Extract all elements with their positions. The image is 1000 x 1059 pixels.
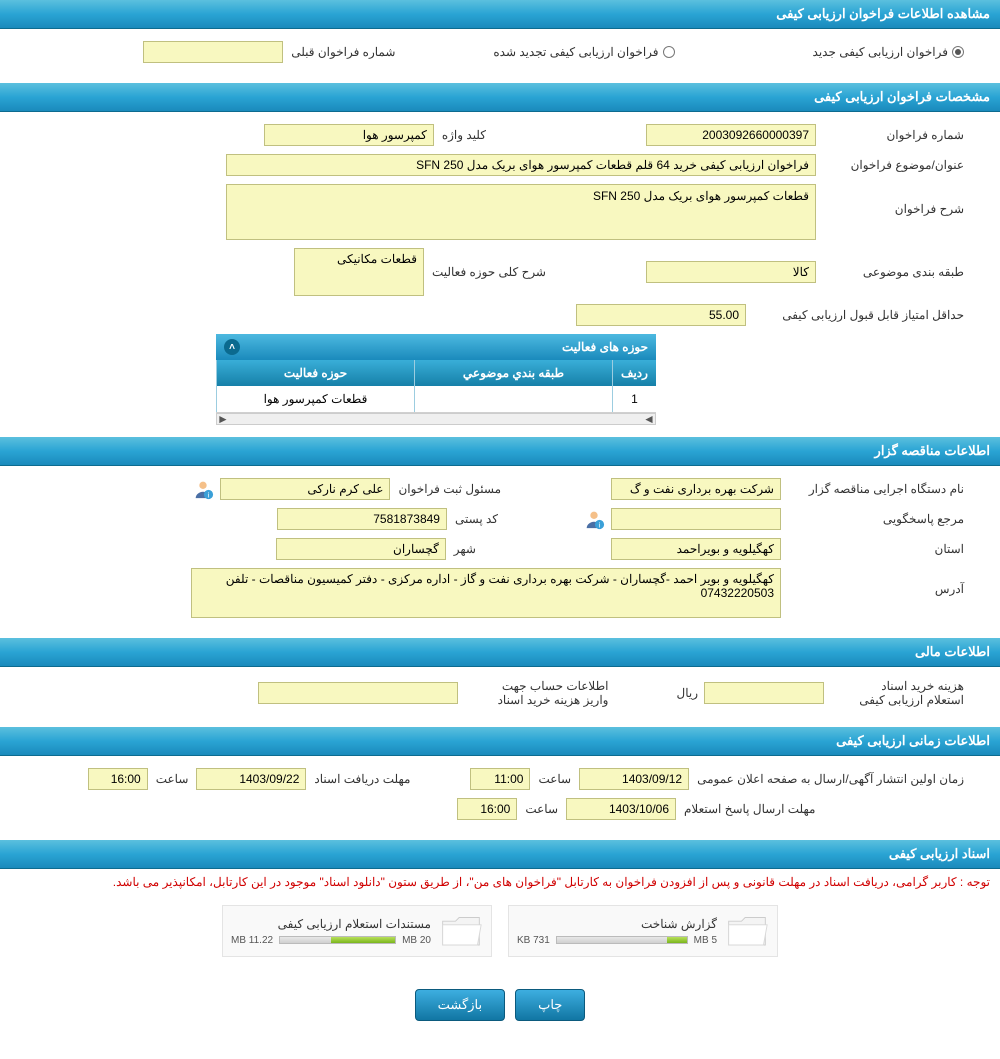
section-header-docs: اسناد ارزیابی کیفی bbox=[0, 840, 1000, 869]
label-hour-2: ساعت bbox=[156, 772, 189, 786]
value-resp bbox=[611, 508, 781, 530]
table-row: 1 قطعات کمپرسور هوا bbox=[216, 386, 656, 413]
radio-renew[interactable] bbox=[663, 46, 675, 58]
person-icon-2[interactable]: i bbox=[583, 508, 605, 530]
section-body-fin: هزینه خرید اسناد استعلام ارزیابی کیفی ری… bbox=[0, 667, 1000, 727]
value-pub-date: 1403/09/12 bbox=[579, 768, 689, 790]
label-prev-no: شماره فراخوان قبلی bbox=[291, 45, 395, 59]
value-cost bbox=[704, 682, 824, 704]
label-cost-b: استعلام ارزیابی کیفی bbox=[832, 693, 964, 707]
file-cards: گزارش شناخت 5 MB 731 KB مستندات استعلام … bbox=[0, 895, 1000, 973]
label-addr: آدرس bbox=[789, 568, 964, 596]
label-scope: شرح کلی حوزه فعالیت bbox=[432, 265, 546, 279]
file-card-2[interactable]: مستندات استعلام ارزیابی کیفی 20 MB 11.22… bbox=[222, 905, 492, 957]
label-desc: شرح فراخوان bbox=[824, 184, 964, 216]
value-province: کهگیلویه و بویراحمد bbox=[611, 538, 781, 560]
print-button[interactable]: چاپ bbox=[515, 989, 585, 1021]
note-text: توجه : کاربر گرامی، دریافت اسناد در مهلت… bbox=[0, 869, 1000, 895]
cell-scope: قطعات کمپرسور هوا bbox=[216, 386, 414, 412]
label-opt-new: فراخوان ارزیابی کیفی جدید bbox=[813, 45, 948, 59]
label-subject: عنوان/موضوع فراخوان bbox=[824, 158, 964, 172]
file1-size: 731 KB bbox=[517, 935, 550, 946]
section-header-time: اطلاعات زمانی ارزیابی کیفی bbox=[0, 727, 1000, 756]
collapse-icon[interactable]: ˄ bbox=[224, 339, 240, 355]
label-keyword: کلید واژه bbox=[442, 128, 486, 142]
section-body-time: زمان اولین انتشار آگهی/ارسال به صفحه اعل… bbox=[0, 756, 1000, 840]
col-row: ردیف bbox=[612, 360, 656, 386]
value-post: 7581873849 bbox=[277, 508, 447, 530]
value-cat: کالا bbox=[646, 261, 816, 283]
col-cat: طبقه بندي موضوعي bbox=[414, 360, 612, 386]
button-row: چاپ بازگشت bbox=[0, 973, 1000, 1047]
label-cost-a: هزینه خرید اسناد bbox=[832, 679, 964, 693]
value-keyword: کمپرسور هوا bbox=[264, 124, 434, 146]
section-header-fin: اطلاعات مالی bbox=[0, 638, 1000, 667]
value-prev-no bbox=[143, 41, 283, 63]
label-city: شهر bbox=[454, 542, 476, 556]
file1-total: 5 MB bbox=[694, 935, 717, 946]
scroll-left-icon[interactable]: ◄ bbox=[643, 412, 655, 426]
label-rial: ریال bbox=[676, 686, 698, 700]
file2-title: مستندات استعلام ارزیابی کیفی bbox=[231, 917, 431, 931]
label-hour-3: ساعت bbox=[525, 802, 558, 816]
cell-n: 1 bbox=[612, 386, 656, 412]
label-reply: مهلت ارسال پاسخ استعلام bbox=[684, 802, 964, 816]
label-org: نام دستگاه اجرایی مناقصه گزار bbox=[789, 482, 964, 496]
section-header-view: مشاهده اطلاعات فراخوان ارزیابی کیفی bbox=[0, 0, 1000, 29]
label-hour-1: ساعت bbox=[538, 772, 571, 786]
label-no: شماره فراخوان bbox=[824, 128, 964, 142]
value-reply-date: 1403/10/06 bbox=[566, 798, 676, 820]
file2-total: 20 MB bbox=[402, 935, 431, 946]
value-desc: قطعات کمپرسور هوای بریک مدل SFN 250 bbox=[226, 184, 816, 240]
label-pub: زمان اولین انتشار آگهی/ارسال به صفحه اعل… bbox=[697, 772, 964, 786]
value-minscore: 55.00 bbox=[576, 304, 746, 326]
section-header-tender: اطلاعات مناقصه گزار bbox=[0, 437, 1000, 466]
file-card-1[interactable]: گزارش شناخت 5 MB 731 KB bbox=[508, 905, 778, 957]
section-header-spec: مشخصات فراخوان ارزیابی کیفی bbox=[0, 83, 1000, 112]
person-icon[interactable]: i bbox=[192, 478, 214, 500]
radio-new[interactable] bbox=[952, 46, 964, 58]
value-reply-time: 16:00 bbox=[457, 798, 517, 820]
grid-scrollbar[interactable]: ◄ ► bbox=[216, 413, 656, 425]
value-pub-time: 11:00 bbox=[470, 768, 530, 790]
label-acc-a: اطلاعات حساب جهت bbox=[466, 679, 608, 693]
value-reg: علی کرم نارکی bbox=[220, 478, 390, 500]
back-button[interactable]: بازگشت bbox=[415, 989, 505, 1021]
file2-progress bbox=[279, 936, 396, 944]
activities-title: حوزه های فعالیت bbox=[562, 340, 648, 354]
label-opt-renew: فراخوان ارزیابی کیفی تجدید شده bbox=[493, 45, 658, 59]
file1-title: گزارش شناخت bbox=[517, 917, 717, 931]
label-acc-b: واریز هزینه خرید اسناد bbox=[466, 693, 608, 707]
value-acc bbox=[258, 682, 458, 704]
folder-icon bbox=[725, 912, 769, 950]
file1-progress bbox=[556, 936, 688, 944]
value-subject: فراخوان ارزیابی کیفی خرید 64 قلم قطعات ک… bbox=[226, 154, 816, 176]
label-province: استان bbox=[789, 542, 964, 556]
label-minscore: حداقل امتیاز قابل قبول ارزیابی کیفی bbox=[754, 308, 964, 322]
label-reg: مسئول ثبت فراخوان bbox=[398, 482, 501, 496]
value-org: شرکت بهره برداری نفت و گ bbox=[611, 478, 781, 500]
value-city: گچساران bbox=[276, 538, 446, 560]
label-deadline: مهلت دریافت اسناد bbox=[314, 772, 410, 786]
section-body-tender: نام دستگاه اجرایی مناقصه گزار شرکت بهره … bbox=[0, 466, 1000, 638]
folder-icon-2 bbox=[439, 912, 483, 950]
file2-size: 11.22 MB bbox=[231, 935, 273, 946]
activities-table: حوزه های فعالیت ˄ ردیف طبقه بندي موضوعي … bbox=[216, 334, 656, 425]
section-body-spec: شماره فراخوان 2003092660000397 کلید واژه… bbox=[0, 112, 1000, 437]
col-scope: حوزه فعالیت bbox=[216, 360, 414, 386]
label-post: کد پستی bbox=[455, 512, 498, 526]
value-deadline-date: 1403/09/22 bbox=[196, 768, 306, 790]
cell-cat bbox=[414, 386, 612, 412]
value-deadline-time: 16:00 bbox=[88, 768, 148, 790]
section-body-view: فراخوان ارزیابی کیفی جدید فراخوان ارزیاب… bbox=[0, 29, 1000, 83]
label-resp: مرجع پاسخگویی bbox=[789, 512, 964, 526]
value-scope: قطعات مکانیکی bbox=[294, 248, 424, 296]
value-no: 2003092660000397 bbox=[646, 124, 816, 146]
scroll-right-icon[interactable]: ► bbox=[217, 412, 229, 426]
value-addr: کهگیلویه و بویر احمد -گچساران - شرکت بهر… bbox=[191, 568, 781, 618]
label-cat: طبقه بندی موضوعی bbox=[824, 265, 964, 279]
